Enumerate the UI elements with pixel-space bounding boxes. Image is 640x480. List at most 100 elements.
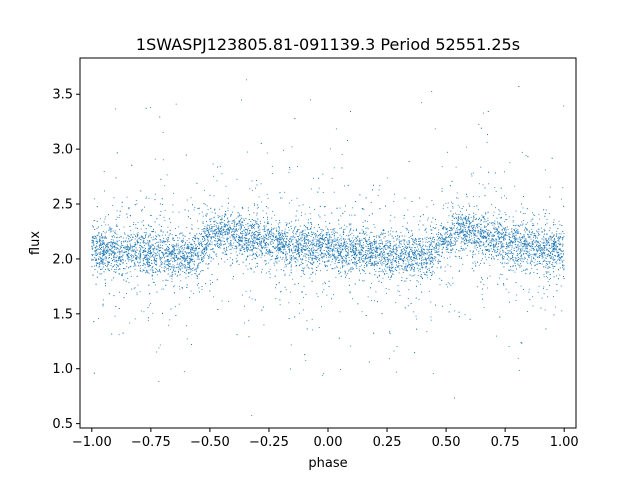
data-point xyxy=(341,257,343,259)
data-point xyxy=(195,245,197,247)
data-point xyxy=(304,241,305,242)
data-point xyxy=(391,273,393,275)
data-point xyxy=(541,227,542,229)
data-point xyxy=(178,251,180,253)
data-point xyxy=(135,227,137,229)
data-point xyxy=(482,184,484,186)
data-point xyxy=(192,267,194,269)
data-point xyxy=(428,269,430,271)
data-point xyxy=(374,242,375,244)
data-point xyxy=(482,245,484,247)
data-point xyxy=(554,224,556,225)
data-point xyxy=(205,228,207,230)
data-point xyxy=(143,232,145,234)
data-point xyxy=(115,259,117,261)
data-point xyxy=(331,231,333,233)
data-point xyxy=(395,267,397,268)
data-point xyxy=(165,252,167,254)
data-point xyxy=(282,245,284,247)
data-point xyxy=(523,243,525,245)
data-point xyxy=(361,311,363,313)
data-point xyxy=(270,250,272,252)
data-point xyxy=(425,274,427,276)
data-point xyxy=(220,242,222,244)
data-point xyxy=(207,235,209,237)
data-point xyxy=(356,250,357,252)
data-point xyxy=(210,237,212,239)
data-point xyxy=(155,269,157,271)
data-point xyxy=(167,240,169,242)
data-point xyxy=(309,254,311,256)
data-point xyxy=(368,252,370,254)
data-point xyxy=(315,236,316,238)
data-point xyxy=(556,252,558,254)
data-point xyxy=(137,221,139,223)
data-point xyxy=(321,306,322,308)
data-point xyxy=(186,240,188,242)
data-point xyxy=(467,230,469,232)
data-point xyxy=(291,199,293,201)
data-point xyxy=(465,238,467,240)
data-point xyxy=(558,220,560,222)
data-point xyxy=(296,197,298,199)
data-point xyxy=(294,251,296,253)
data-point xyxy=(227,221,229,223)
data-point xyxy=(183,257,184,259)
data-point xyxy=(232,228,234,229)
data-point xyxy=(264,244,266,245)
data-point xyxy=(320,247,322,249)
data-point xyxy=(193,250,195,252)
data-point xyxy=(488,249,490,251)
data-point xyxy=(544,254,546,256)
data-point xyxy=(536,231,538,233)
data-point xyxy=(209,243,211,245)
data-point xyxy=(426,246,428,248)
data-point xyxy=(544,252,546,254)
data-point xyxy=(387,260,389,262)
data-point xyxy=(148,263,150,265)
data-point xyxy=(302,248,304,250)
data-point xyxy=(189,267,191,269)
data-point xyxy=(514,232,516,234)
data-point xyxy=(242,253,244,255)
data-point xyxy=(322,253,324,255)
data-point xyxy=(268,252,270,254)
data-point xyxy=(541,263,543,265)
data-point xyxy=(441,251,443,253)
data-point xyxy=(270,230,272,232)
data-point xyxy=(166,247,167,249)
data-point xyxy=(399,254,401,256)
data-point xyxy=(258,206,259,208)
data-point xyxy=(224,223,226,225)
data-point xyxy=(344,238,346,240)
data-point xyxy=(443,238,445,240)
data-point xyxy=(145,258,147,260)
data-point xyxy=(403,242,405,244)
data-point xyxy=(451,201,452,203)
data-point xyxy=(458,219,460,221)
data-point xyxy=(454,233,456,235)
data-point xyxy=(187,248,189,250)
data-point xyxy=(215,245,217,247)
data-point xyxy=(442,238,444,240)
data-point xyxy=(393,260,395,261)
data-point xyxy=(447,202,449,204)
data-point xyxy=(474,240,476,242)
data-point xyxy=(478,124,480,125)
data-point xyxy=(393,248,394,250)
data-point xyxy=(365,227,367,229)
data-point xyxy=(124,248,126,250)
data-point xyxy=(377,246,379,248)
data-point xyxy=(175,235,177,236)
data-point xyxy=(176,266,178,268)
data-point xyxy=(412,257,414,258)
data-point xyxy=(488,237,490,239)
data-point xyxy=(246,245,248,246)
data-point xyxy=(172,192,174,194)
data-point xyxy=(158,271,160,272)
data-point xyxy=(448,215,450,217)
data-point xyxy=(163,237,164,239)
data-point xyxy=(93,235,95,237)
data-point xyxy=(319,241,321,243)
data-point xyxy=(221,173,223,175)
